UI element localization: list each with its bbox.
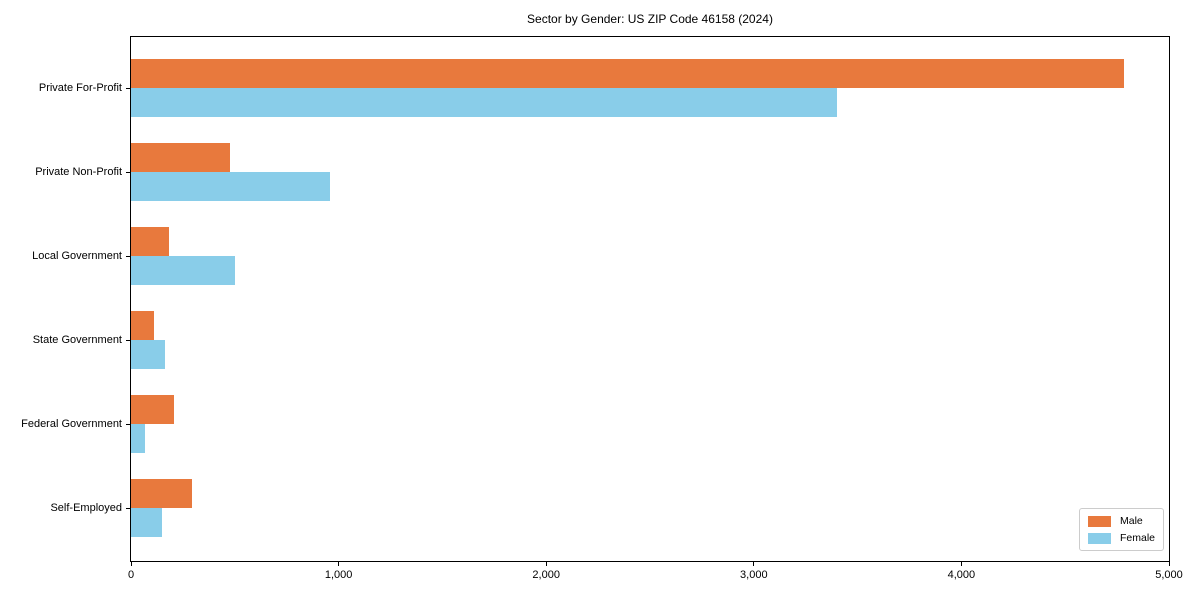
bar-female-2 [131, 256, 235, 285]
x-tick-mark [753, 562, 755, 566]
legend-swatch-female [1087, 532, 1111, 544]
x-tick-label: 0 [127, 569, 135, 581]
y-tick-label: Self-Employed [50, 502, 122, 514]
y-tick-label: Private For-Profit [38, 82, 122, 94]
x-tick-label: 3,000 [740, 569, 768, 581]
x-tick-mark [338, 562, 340, 566]
y-tick-label: Private Non-Profit [35, 166, 122, 178]
plot-area: Male Female [130, 36, 1170, 562]
chart-title: Sector by Gender: US ZIP Code 46158 (202… [527, 12, 773, 26]
x-tick-mark [960, 562, 962, 566]
x-tick-mark [1168, 562, 1170, 566]
y-tick-mark [126, 508, 130, 509]
bar-male-3 [131, 311, 154, 340]
x-tick-label: 1,000 [324, 569, 353, 581]
x-tick-label: 5,000 [1155, 569, 1183, 581]
legend-row-male: Male [1087, 515, 1155, 527]
bar-female-4 [131, 424, 145, 453]
y-tick-mark [126, 340, 130, 341]
x-tick-label: 2,000 [532, 569, 560, 581]
y-tick-label: Local Government [32, 250, 122, 262]
bar-female-3 [131, 340, 166, 369]
bar-male-4 [131, 395, 174, 424]
y-tick-mark [126, 88, 130, 89]
bar-male-1 [131, 143, 230, 172]
legend-label: Male [1119, 515, 1143, 527]
bar-male-0 [131, 59, 1125, 88]
bar-male-5 [131, 479, 193, 508]
legend-swatch-male [1087, 515, 1111, 527]
bar-male-2 [131, 227, 170, 256]
legend-label: Female [1119, 532, 1155, 544]
bar-female-5 [131, 508, 163, 537]
legend-row-female: Female [1087, 532, 1155, 544]
x-tick-mark [130, 562, 132, 566]
y-tick-label: State Government [32, 334, 122, 346]
y-tick-mark [126, 424, 130, 425]
bar-female-1 [131, 172, 331, 201]
y-tick-mark [126, 172, 130, 173]
y-tick-mark [126, 256, 130, 257]
bar-female-0 [131, 88, 837, 117]
legend: Male Female [1078, 508, 1164, 551]
x-tick-label: 4,000 [947, 569, 976, 581]
y-tick-label: Federal Government [21, 418, 122, 430]
x-tick-mark [545, 562, 547, 566]
